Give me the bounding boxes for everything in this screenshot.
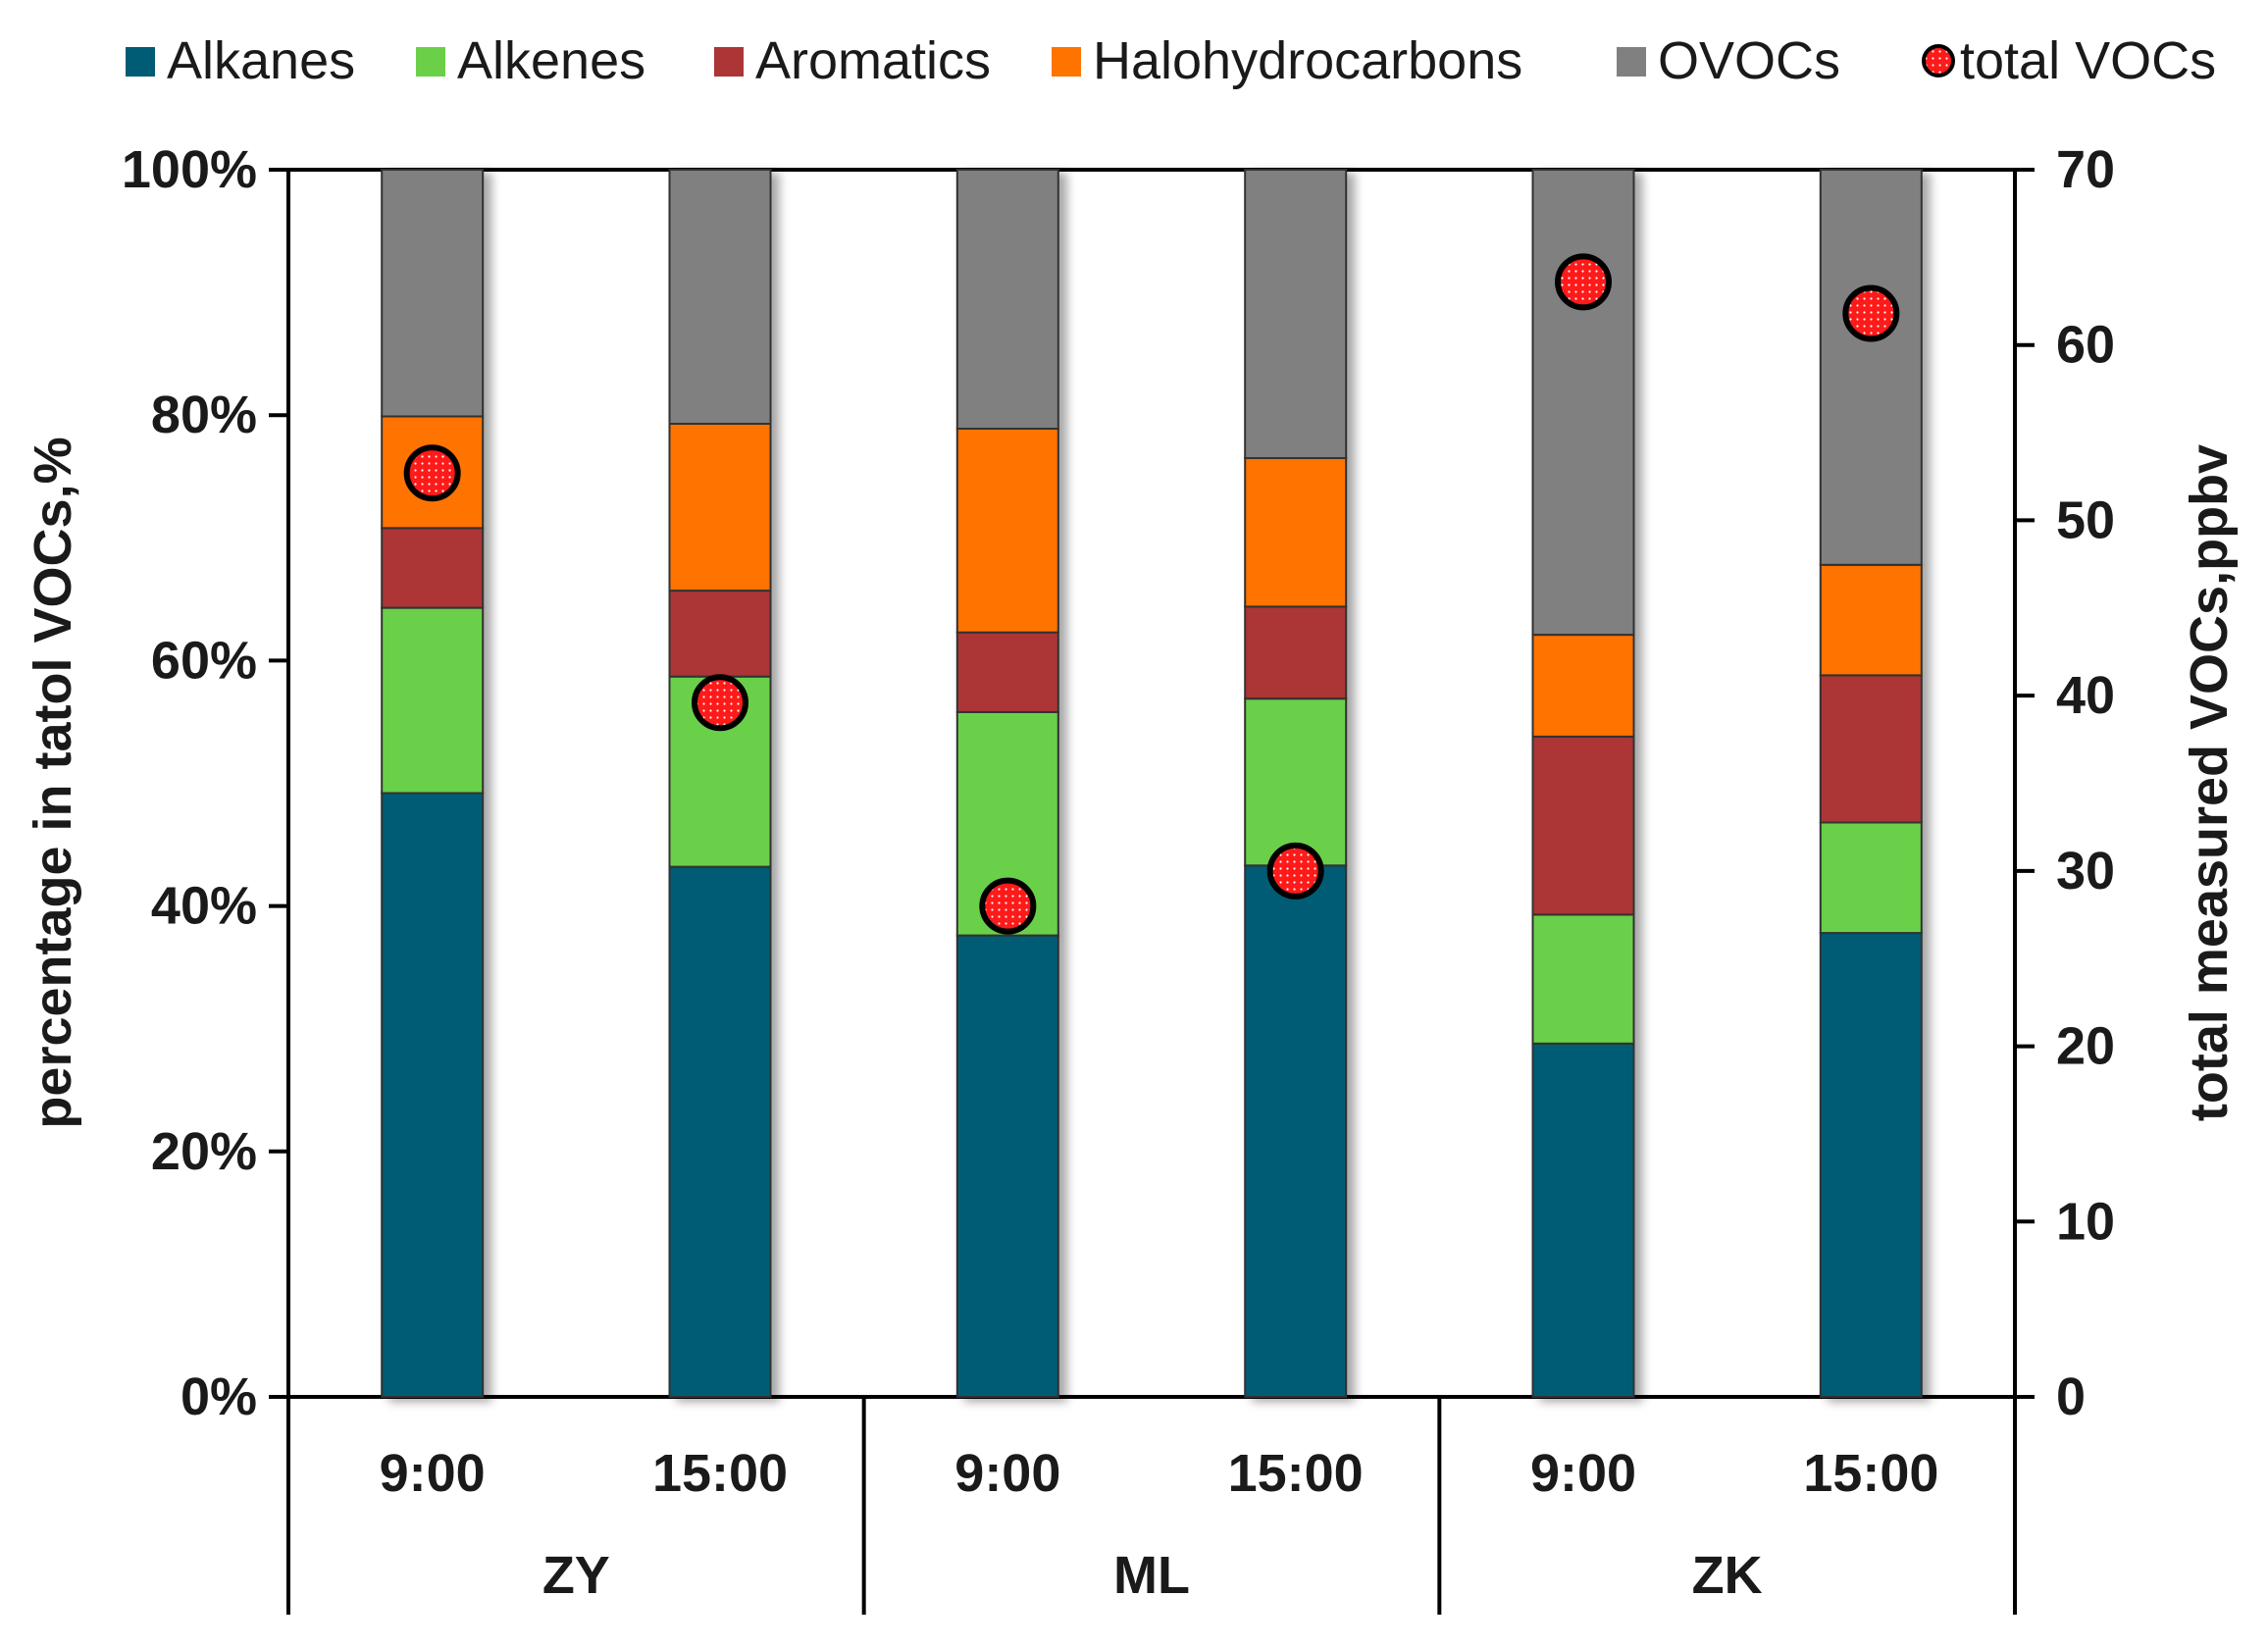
bar-stack	[1531, 169, 1635, 1398]
bar-halohydrocarbons	[1531, 634, 1635, 738]
bar-ovocs	[1531, 169, 1635, 637]
bar-alkanes	[381, 792, 485, 1398]
axes	[269, 168, 2035, 1615]
bar-stack	[381, 169, 485, 1398]
total-vocs-point	[1555, 253, 1612, 311]
bars	[381, 169, 1923, 1398]
legend-label: Alkanes	[167, 31, 355, 90]
bar-stack	[955, 169, 1059, 1398]
bar-aromatics	[1531, 736, 1635, 916]
legend-label: Halohydrocarbons	[1093, 31, 1522, 90]
bar-halohydrocarbons	[955, 428, 1059, 634]
axis-labels: 0% 20% 40% 60% 80% 100% 0 10 20 30 40 50 60 70 9:00 15:…	[24, 140, 2239, 1605]
x-tick-label: 15:00	[1803, 1444, 1938, 1503]
bar-halohydrocarbons	[1244, 457, 1348, 608]
y2-tick-label: 60	[2056, 316, 2115, 375]
y-tick-label: 0%	[180, 1367, 257, 1426]
bar-aromatics	[1244, 605, 1348, 700]
bar-aromatics	[668, 590, 772, 678]
bar-stack	[1244, 169, 1348, 1398]
bar-stack	[668, 169, 772, 1398]
bar-alkanes	[1819, 932, 1923, 1398]
total-vocs-points	[403, 253, 1900, 935]
bar-alkenes	[381, 606, 485, 795]
legend-swatch-aromatics	[714, 47, 744, 77]
y2-tick-label: 40	[2056, 666, 2115, 725]
group-label: ML	[1113, 1546, 1190, 1605]
bar-alkanes	[668, 865, 772, 1398]
bar-halohydrocarbons	[1819, 563, 1923, 677]
bar-aromatics	[381, 527, 485, 609]
legend-swatch-alkanes	[126, 47, 155, 77]
legend-swatch-ovocs	[1617, 47, 1646, 77]
bar-ovocs	[668, 169, 772, 425]
group-label: ZY	[542, 1546, 610, 1605]
y-tick-label: 40%	[151, 877, 257, 936]
y-tick-label: 20%	[151, 1122, 257, 1181]
x-tick-label: 9:00	[1530, 1444, 1636, 1503]
bar-ovocs	[955, 169, 1059, 430]
y2-tick-label: 20	[2056, 1017, 2115, 1076]
total-vocs-point	[403, 444, 461, 502]
y2-tick-label: 10	[2056, 1192, 2115, 1251]
y2-axis-title: total measured VOCs,ppbv	[2180, 444, 2239, 1121]
y-tick-label: 80%	[151, 386, 257, 444]
bar-alkenes	[1244, 697, 1348, 867]
x-tick-label: 15:00	[1228, 1444, 1364, 1503]
bar-alkenes	[1531, 913, 1635, 1045]
group-label: ZK	[1692, 1546, 1763, 1605]
y2-tick-label: 0	[2056, 1367, 2086, 1426]
legend-swatch-alkenes	[416, 47, 445, 77]
y-tick-label: 100%	[122, 140, 257, 199]
bar-alkanes	[1531, 1042, 1635, 1398]
legend-swatch-halohydrocarbons	[1052, 47, 1081, 77]
bar-alkenes	[1819, 821, 1923, 935]
legend-label: Alkenes	[457, 31, 645, 90]
x-tick-label: 9:00	[380, 1444, 486, 1503]
y2-tick-label: 50	[2056, 490, 2115, 549]
y-axis-title: percentage in tatol VOCs,%	[24, 437, 82, 1128]
legend: Alkanes Alkenes Aromatics Halohydrocarbons O…	[126, 31, 2216, 90]
legend-label: OVOCs	[1658, 31, 1840, 90]
x-tick-label: 9:00	[954, 1444, 1060, 1503]
x-tick-label: 15:00	[652, 1444, 788, 1503]
y2-tick-label: 70	[2056, 140, 2115, 199]
bar-halohydrocarbons	[668, 423, 772, 592]
legend-label: total VOCs	[1960, 31, 2216, 90]
legend-swatch-total-vocs	[1922, 44, 1955, 77]
y2-tick-label: 30	[2056, 842, 2115, 901]
total-vocs-point	[1266, 842, 1324, 900]
y-tick-label: 60%	[151, 631, 257, 690]
legend-label: Aromatics	[755, 31, 991, 90]
bar-alkanes	[1244, 864, 1348, 1398]
total-vocs-point	[979, 877, 1037, 935]
bar-aromatics	[1819, 674, 1923, 824]
total-vocs-point	[1842, 284, 1900, 342]
bar-ovocs	[381, 169, 485, 418]
bar-ovocs	[1819, 169, 1923, 566]
bar-ovocs	[1244, 169, 1348, 459]
bar-stack	[1819, 169, 1923, 1398]
bar-alkanes	[955, 934, 1059, 1398]
total-vocs-point	[692, 674, 748, 732]
bar-aromatics	[955, 631, 1059, 713]
